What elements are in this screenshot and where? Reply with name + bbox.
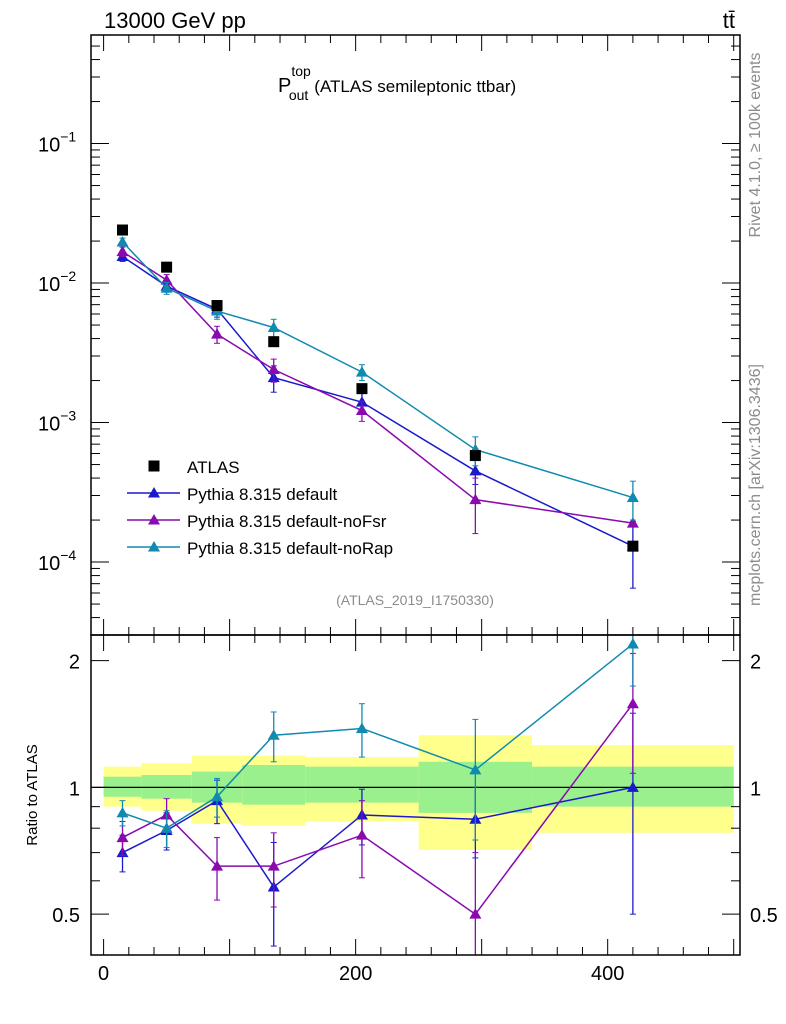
main-series-layer xyxy=(116,224,639,589)
main-series-point xyxy=(116,245,129,257)
ratio-y-tick-label-right: 1 xyxy=(750,778,761,800)
ratio-series-point xyxy=(116,806,129,818)
main-series-point xyxy=(469,464,482,476)
ratio-series-point xyxy=(211,860,224,871)
data-point xyxy=(268,336,280,348)
main-series-point xyxy=(116,235,129,247)
data-point xyxy=(627,540,639,552)
ratio-y-tick-label: 2 xyxy=(69,652,80,674)
ratio-series-point xyxy=(626,637,639,649)
chart-title-rest: (ATLAS semileptonic ttbar) xyxy=(314,77,516,96)
main-axis-ticks: 10−1 10−2 10−3 10−4 xyxy=(38,35,740,636)
mcplots-label: mcplots.cern.ch [arXiv:1306.3436] xyxy=(747,364,764,606)
legend-marker xyxy=(148,541,160,552)
main-series-point xyxy=(626,517,639,528)
legend-marker xyxy=(148,487,160,498)
ratio-panel-frame xyxy=(90,634,741,956)
data-point xyxy=(117,224,129,236)
main-series-1 xyxy=(116,245,639,535)
ratio-axis-ticks: 2 2 1 1 0.5 0.5 0 200 400 xyxy=(52,635,778,985)
band-green xyxy=(103,776,142,797)
ratio-y-tick-label: 0.5 xyxy=(52,905,80,927)
ratio-series-point xyxy=(355,829,368,840)
main-y-tick-label: 10−1 xyxy=(38,129,76,157)
main-series-point xyxy=(469,493,482,505)
ratio-y-tick-label: 1 xyxy=(69,778,80,800)
legend-label: Pythia 8.315 default xyxy=(187,485,338,504)
ratio-y-tick-label-right: 0.5 xyxy=(750,905,778,927)
legend-label: Pythia 8.315 default-noFsr xyxy=(187,512,387,531)
chart-title-sup: top xyxy=(291,63,311,79)
ratio-y-tick-label-right: 2 xyxy=(750,652,761,674)
analysis-label: (ATLAS_2019_I1750330) xyxy=(336,592,494,608)
ratio-series-point xyxy=(160,822,173,833)
legend-marker-data xyxy=(148,460,160,472)
chart-title: Ptop out (ATLAS semileptonic ttbar) xyxy=(278,63,516,103)
main-y-tick-label: 10−3 xyxy=(38,408,76,436)
main-series-point xyxy=(626,491,639,503)
main-series-point xyxy=(211,328,224,339)
main-series-point xyxy=(355,404,368,416)
ratio-uncertainty-bands xyxy=(91,735,740,851)
main-series-line xyxy=(122,250,633,524)
rivet-label: Rivet 4.1.0, ≥ 100k events xyxy=(747,53,764,238)
x-tick-label: 0 xyxy=(98,963,109,985)
x-tick-label: 200 xyxy=(339,963,372,985)
data-point xyxy=(356,383,368,395)
ratio-series-point xyxy=(469,763,482,775)
ratio-series-point xyxy=(626,781,639,792)
main-series-point xyxy=(355,366,368,377)
main-series-2 xyxy=(116,235,639,521)
data-point xyxy=(469,450,481,462)
legend-label-data: ATLAS xyxy=(187,458,240,477)
ratio-series-2 xyxy=(116,634,639,848)
ratio-series-point xyxy=(469,908,482,919)
ratio-series-point xyxy=(116,831,129,843)
chart-title-main: P xyxy=(278,75,291,97)
legend-label: Pythia 8.315 default-noRap xyxy=(187,539,393,558)
ratio-series-point xyxy=(267,729,280,740)
x-tick-label: 400 xyxy=(591,963,624,985)
energy-label: 13000 GeV pp xyxy=(104,8,246,33)
ratio-series-point xyxy=(267,860,280,871)
ratio-series-point xyxy=(211,790,224,802)
ratio-series-point xyxy=(355,722,368,733)
ratio-y-label: Ratio to ATLAS xyxy=(24,744,41,845)
data-point xyxy=(211,300,223,312)
process-label: tt̄ xyxy=(723,8,735,33)
main-series-point xyxy=(160,282,173,293)
main-series-point xyxy=(267,321,280,333)
main-series-point xyxy=(267,363,280,375)
chart-title-sub: out xyxy=(289,87,309,103)
ratio-series-layer xyxy=(116,634,639,956)
main-y-tick-label: 10−2 xyxy=(38,268,76,296)
main-y-tick-label: 10−4 xyxy=(38,547,76,575)
data-points xyxy=(117,224,639,552)
band-green xyxy=(242,765,306,805)
ratio-series-point xyxy=(626,697,639,709)
legend: ATLAS Pythia 8.315 default Pythia 8.315 de… xyxy=(127,458,393,558)
legend-marker xyxy=(148,514,160,525)
data-point xyxy=(161,261,173,273)
